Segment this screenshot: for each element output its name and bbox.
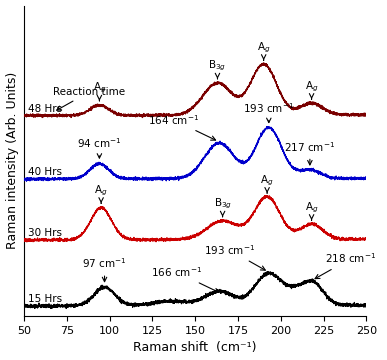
Text: A$_g$: A$_g$ — [305, 79, 319, 99]
Text: 218 cm$^{-1}$: 218 cm$^{-1}$ — [315, 252, 377, 279]
X-axis label: Raman shift  (cm⁻¹): Raman shift (cm⁻¹) — [134, 341, 257, 355]
Text: 48 Hrs: 48 Hrs — [27, 104, 62, 114]
Text: B$_{3g}$: B$_{3g}$ — [214, 197, 232, 217]
Text: A$_g$: A$_g$ — [94, 183, 108, 203]
Text: A$_g$: A$_g$ — [260, 173, 274, 193]
Text: 30 Hrs: 30 Hrs — [27, 228, 62, 238]
Text: 166 cm$^{-1}$: 166 cm$^{-1}$ — [151, 265, 219, 293]
Text: 15 Hrs: 15 Hrs — [27, 294, 62, 304]
Text: A$_g$: A$_g$ — [92, 81, 106, 101]
Text: 193 cm$^{-1}$: 193 cm$^{-1}$ — [243, 101, 295, 122]
Text: A$_g$: A$_g$ — [257, 40, 271, 60]
Text: 217 cm$^{-1}$: 217 cm$^{-1}$ — [284, 140, 336, 165]
Text: B$_{3g}$: B$_{3g}$ — [208, 59, 226, 79]
Text: 164 cm$^{-1}$: 164 cm$^{-1}$ — [147, 113, 216, 140]
Text: Reaction time: Reaction time — [53, 87, 125, 110]
Y-axis label: Raman intensity (Arb. Units): Raman intensity (Arb. Units) — [5, 72, 19, 249]
Text: 94 cm$^{-1}$: 94 cm$^{-1}$ — [77, 136, 122, 158]
Text: A$_g$: A$_g$ — [305, 200, 319, 220]
Text: 40 Hrs: 40 Hrs — [27, 167, 62, 177]
Text: 193 cm$^{-1}$: 193 cm$^{-1}$ — [204, 243, 265, 270]
Text: 97 cm$^{-1}$: 97 cm$^{-1}$ — [82, 257, 127, 282]
